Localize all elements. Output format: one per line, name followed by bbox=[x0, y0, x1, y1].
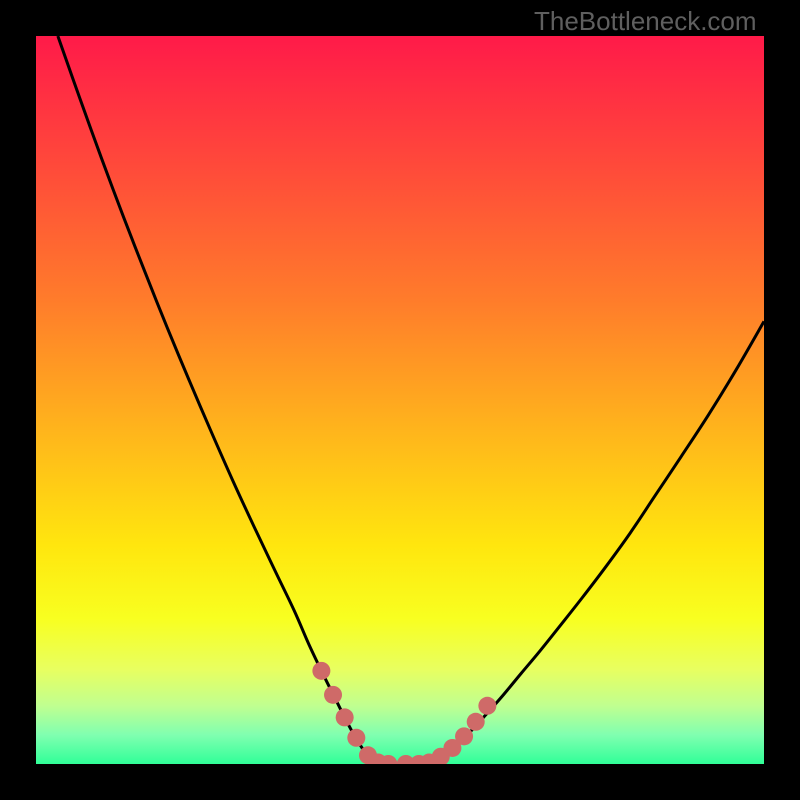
marker-dot bbox=[324, 686, 342, 704]
marker-dot bbox=[455, 727, 473, 745]
marker-dot bbox=[347, 729, 365, 747]
marker-dot bbox=[467, 713, 485, 731]
canvas-frame: TheBottleneck.com bbox=[0, 0, 800, 800]
marker-dot bbox=[312, 662, 330, 680]
gradient-background bbox=[36, 36, 764, 764]
marker-dot bbox=[478, 697, 496, 715]
marker-dot bbox=[336, 708, 354, 726]
bottleneck-chart bbox=[36, 36, 764, 764]
watermark-label: TheBottleneck.com bbox=[534, 6, 757, 37]
